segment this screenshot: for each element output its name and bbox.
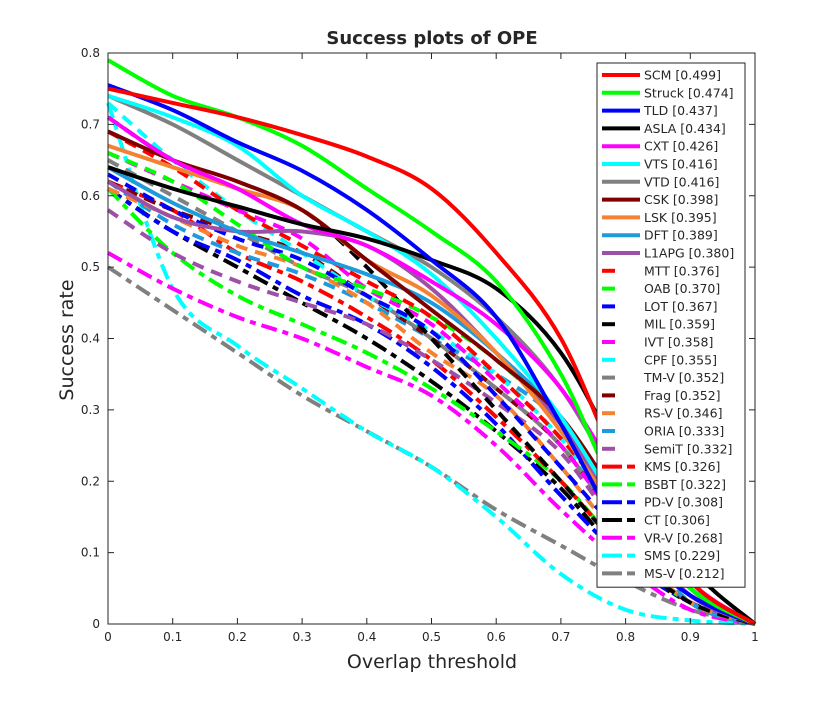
legend-item: MTT [0.376]: [602, 263, 719, 278]
legend-label: VTD [0.416]: [644, 174, 719, 189]
legend-item: Struck [0.474]: [602, 85, 734, 100]
series-line-tm-v: [107, 158, 756, 626]
y-tick-label: 0.2: [81, 474, 100, 488]
legend-label: MS-V [0.212]: [644, 566, 725, 581]
legend-item: MIL [0.359]: [602, 317, 715, 332]
series-line-pd-v: [106, 186, 756, 626]
y-axis-label: Success rate: [56, 279, 78, 400]
y-tick-label: 0.1: [81, 546, 100, 560]
legend-item: RS-V [0.346]: [602, 406, 722, 421]
y-tick-label: 0: [92, 617, 100, 631]
legend: SCM [0.499] Struck [0.474] TLD [0.437] ASLA…: [596, 62, 746, 588]
y-tick-label: 0.6: [81, 189, 100, 203]
y-tick-label: 0.3: [81, 403, 100, 417]
x-tick-label: 0.8: [616, 630, 635, 644]
x-tick-label: 0.3: [293, 630, 312, 644]
x-tick-label: 0.1: [163, 630, 182, 644]
legend-item: LSK [0.395]: [602, 210, 717, 225]
legend-item: MS-V [0.212]: [602, 566, 725, 581]
legend-item: CSK [0.398]: [602, 192, 718, 207]
legend-box: [596, 62, 746, 588]
y-tick-label: 0.4: [81, 332, 100, 346]
legend-item: SemiT [0.332]: [602, 441, 732, 456]
x-tick-label: 0.4: [357, 630, 376, 644]
legend-item: CPF [0.355]: [602, 352, 717, 367]
legend-label: RS-V [0.346]: [644, 406, 722, 421]
y-tick-label: 0.8: [81, 46, 100, 60]
legend-label: MIL [0.359]: [644, 317, 715, 332]
legend-label: BSBT [0.322]: [644, 477, 726, 492]
legend-item: TLD [0.437]: [602, 103, 718, 118]
legend-label: KMS [0.326]: [644, 459, 720, 474]
legend-label: IVT [0.358]: [644, 335, 713, 350]
y-tick-label: 0.7: [81, 117, 100, 131]
legend-item: SCM [0.499]: [602, 68, 721, 83]
series-line-semit: [106, 208, 756, 626]
legend-label: DFT [0.389]: [644, 228, 718, 243]
legend-label: CPF [0.355]: [644, 352, 717, 367]
legend-item: ORIA [0.333]: [602, 424, 724, 439]
series-line-bsbt: [106, 187, 756, 626]
legend-item: L1APG [0.380]: [602, 246, 734, 261]
x-axis-label: Overlap threshold: [347, 651, 517, 673]
legend-label: PD-V [0.308]: [644, 495, 723, 510]
legend-item: IVT [0.358]: [602, 335, 713, 350]
legend-label: SMS [0.229]: [644, 548, 720, 563]
legend-label: OAB [0.370]: [644, 281, 720, 296]
series-line-vr-v: [107, 251, 756, 626]
legend-label: LSK [0.395]: [644, 210, 717, 225]
legend-label: TM-V [0.352]: [643, 370, 724, 385]
legend-item: SMS [0.229]: [602, 548, 720, 563]
axis-ticks: 0 0.1 0.2 0.3 0.4 0.5 0.6 0.7 0.8 0.9 1 0 0.1 0.2 0.3 0…: [81, 46, 759, 644]
x-tick-label: 0.2: [228, 630, 247, 644]
legend-label: ASLA [0.434]: [644, 121, 726, 136]
legend-label: SCM [0.499]: [644, 68, 721, 83]
x-tick-label: 0.6: [487, 630, 506, 644]
legend-item: DFT [0.389]: [602, 228, 718, 243]
x-tick-label: 0.7: [551, 630, 570, 644]
legend-item: TM-V [0.352]: [602, 370, 724, 385]
legend-item: ASLA [0.434]: [602, 121, 726, 136]
legend-item: Frag [0.352]: [602, 388, 721, 403]
legend-item: CT [0.306]: [602, 513, 710, 528]
legend-label: CT [0.306]: [644, 513, 710, 528]
legend-label: ORIA [0.333]: [644, 424, 724, 439]
legend-item: OAB [0.370]: [602, 281, 720, 296]
series-line-sms: [106, 102, 756, 626]
legend-item: BSBT [0.322]: [602, 477, 726, 492]
legend-item: LOT [0.367]: [602, 299, 718, 314]
legend-label: CSK [0.398]: [644, 192, 718, 207]
legend-label: Frag [0.352]: [644, 388, 721, 403]
x-tick-label: 0.5: [422, 630, 441, 644]
legend-label: VTS [0.416]: [644, 157, 718, 172]
legend-item: PD-V [0.308]: [602, 495, 723, 510]
chart-title: Success plots of OPE: [326, 28, 537, 49]
legend-item: KMS [0.326]: [602, 459, 720, 474]
x-tick-label: 0.9: [681, 630, 700, 644]
legend-label: SemiT [0.332]: [644, 441, 732, 456]
legend-item: VTD [0.416]: [602, 174, 719, 189]
y-tick-label: 0.5: [81, 260, 100, 274]
legend-label: Struck [0.474]: [644, 85, 734, 100]
x-tick-label: 1: [751, 630, 759, 644]
legend-label: LOT [0.367]: [644, 299, 718, 314]
legend-label: CXT [0.426]: [644, 139, 718, 154]
legend-item: VR-V [0.268]: [602, 530, 723, 545]
legend-label: TLD [0.437]: [643, 103, 718, 118]
legend-label: MTT [0.376]: [644, 263, 719, 278]
legend-item: CXT [0.426]: [602, 139, 718, 154]
legend-item: VTS [0.416]: [602, 157, 718, 172]
legend-label: L1APG [0.380]: [644, 246, 734, 261]
x-tick-label: 0: [104, 630, 112, 644]
legend-label: VR-V [0.268]: [644, 530, 723, 545]
